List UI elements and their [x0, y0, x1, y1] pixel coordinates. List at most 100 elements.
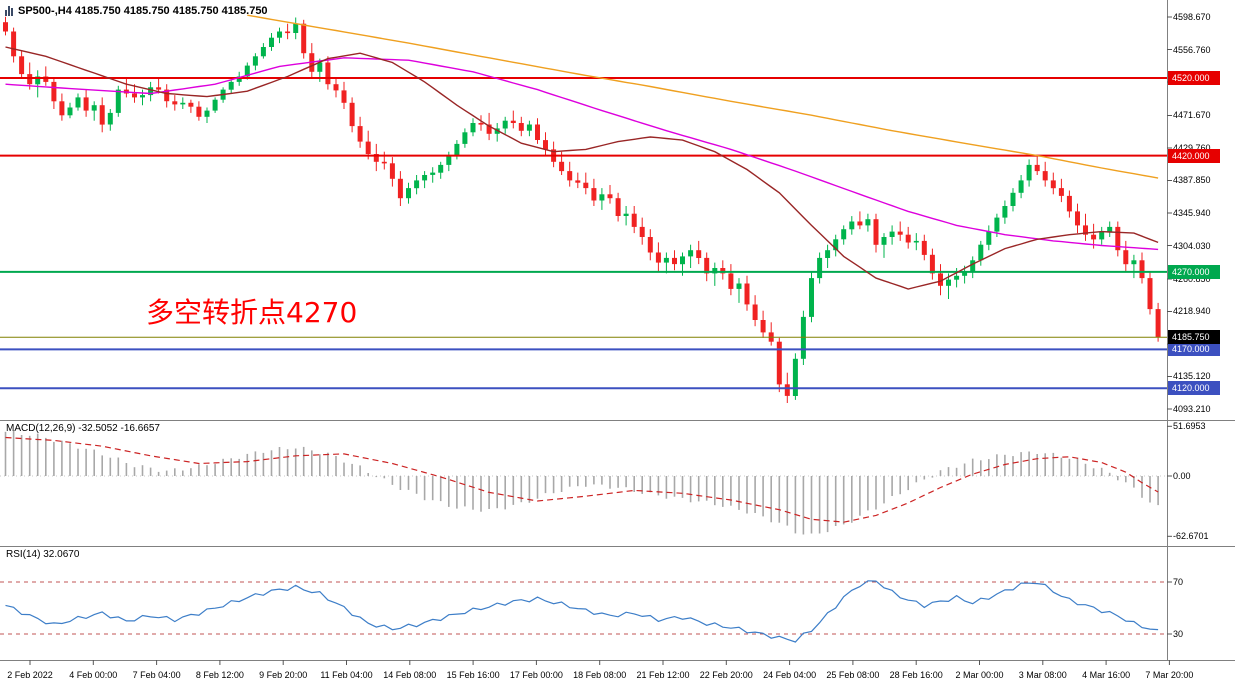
candle-body: [986, 231, 992, 245]
candle-body: [1002, 206, 1008, 218]
candle-body: [1050, 180, 1056, 189]
macd-signal-line: [5, 436, 1159, 523]
candle-body: [696, 250, 702, 258]
candle-body: [1018, 180, 1024, 193]
candle-body: [422, 175, 428, 181]
candle-body: [204, 110, 210, 117]
candle-body: [704, 257, 710, 274]
candle-body: [373, 154, 379, 162]
candle-body: [1026, 164, 1032, 181]
candle-body: [1107, 226, 1113, 232]
candle-body: [75, 97, 81, 108]
symbol-ohlc-title: SP500-,H4 4185.750 4185.750 4185.750 418…: [18, 5, 268, 17]
candle-body: [809, 278, 814, 317]
candle-body: [357, 126, 363, 142]
candle-body: [913, 240, 919, 243]
candle-body: [921, 240, 927, 255]
candle-body: [486, 124, 492, 134]
candle-body: [1123, 250, 1129, 265]
candle-body: [978, 244, 984, 261]
candle-body: [228, 81, 234, 90]
candle-body: [414, 180, 420, 189]
candle-body: [825, 250, 831, 258]
candle-body: [841, 229, 847, 240]
candle-body: [325, 62, 331, 85]
candle-body: [51, 81, 57, 102]
moving-averages-layer: [5, 14, 1159, 290]
candle-body: [1083, 225, 1088, 235]
candle-body: [35, 76, 41, 85]
chart-icon[interactable]: [5, 6, 13, 16]
candle-body: [631, 213, 637, 227]
candle-body: [341, 90, 347, 103]
candle-body: [317, 62, 323, 72]
ma-slow-line: [247, 14, 1159, 179]
scale-ticks-layer: [29, 16, 1172, 665]
candle-body: [115, 89, 121, 113]
candle-body: [1099, 231, 1105, 240]
candle-body: [244, 65, 250, 77]
candle-body: [962, 271, 968, 276]
candle-body: [1066, 195, 1072, 212]
chart-title-bar: SP500-,H4 4185.750 4185.750 4185.750 418…: [5, 5, 268, 17]
candle-body: [752, 304, 758, 320]
candle-body: [99, 105, 105, 125]
candle-body: [91, 105, 97, 111]
candle-body: [285, 31, 291, 34]
rsi-layer: [0, 580, 1167, 643]
candle-body: [438, 164, 444, 173]
candle-body: [11, 31, 17, 57]
candle-body: [470, 123, 476, 133]
candle-body: [833, 239, 839, 251]
candle-body: [938, 273, 943, 286]
candle-body: [381, 161, 387, 164]
candle-body: [349, 102, 355, 127]
candle-body: [736, 283, 742, 289]
candle-body: [647, 237, 653, 253]
candle-body: [1042, 171, 1048, 181]
candle-body: [180, 102, 186, 105]
panel-borders-layer: [0, 0, 1235, 661]
candle-body: [946, 279, 951, 286]
ma-fast-line: [5, 46, 1159, 290]
candle-body: [43, 76, 49, 82]
candle-body: [236, 76, 242, 82]
candle-body: [59, 101, 65, 116]
candle-body: [575, 180, 581, 183]
candle-body: [3, 22, 8, 32]
candle-body: [897, 231, 903, 235]
candle-body: [107, 112, 113, 125]
candle-body: [849, 221, 855, 230]
candle-body: [792, 358, 798, 396]
candle-body: [333, 84, 339, 91]
candle-body: [639, 226, 645, 237]
candle-body: [462, 132, 468, 144]
candle-body: [591, 188, 597, 201]
candle-body: [430, 172, 436, 175]
candle-body: [760, 320, 766, 333]
candle-body: [954, 275, 960, 280]
candle-body: [389, 163, 395, 179]
candle-body: [559, 161, 565, 172]
candle-body: [1075, 211, 1080, 226]
rsi-indicator-label: RSI(14) 32.0670: [6, 549, 80, 560]
candle-body: [277, 31, 282, 38]
candle-body: [1010, 192, 1016, 206]
candle-body: [301, 23, 307, 54]
candle-body: [728, 273, 734, 289]
candle-body: [1115, 226, 1121, 251]
candle-body: [1155, 309, 1161, 338]
candle-body: [188, 102, 194, 107]
candle-body: [567, 171, 573, 181]
candle-body: [164, 89, 170, 102]
candle-body: [663, 257, 669, 263]
candle-body: [293, 23, 299, 33]
candle-body: [720, 268, 726, 274]
candle-body: [1058, 188, 1064, 196]
candle-body: [446, 155, 452, 165]
candle-body: [406, 188, 411, 199]
candle-body: [156, 87, 162, 90]
candle-body: [526, 124, 532, 131]
